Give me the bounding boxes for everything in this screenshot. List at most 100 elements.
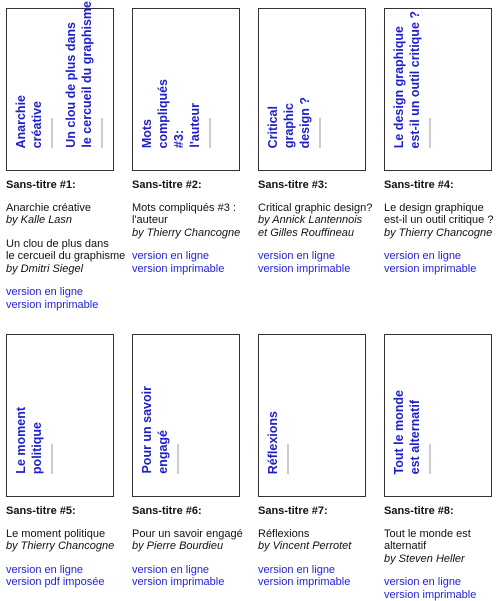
work-author: by Pierre Bourdieu bbox=[132, 540, 256, 553]
version-link[interactable]: version en ligne bbox=[384, 576, 500, 589]
work-author: by Thierry Chancogne bbox=[132, 227, 256, 240]
work-author: by Vincent Perrotet bbox=[258, 540, 382, 553]
cover-title-line: le cercueil du graphisme bbox=[81, 1, 94, 148]
book-label: Sans-titre #8: bbox=[384, 505, 500, 518]
cover-title-line: graphic bbox=[283, 103, 296, 148]
version-link[interactable]: version imprimable bbox=[132, 576, 256, 589]
version-link[interactable]: version en ligne bbox=[132, 250, 256, 263]
work-title: Critical graphic design? bbox=[258, 202, 382, 215]
work-title: le cercueil du graphisme bbox=[6, 250, 130, 263]
cover-title-line: design ? bbox=[299, 97, 312, 148]
version-link[interactable]: version imprimable bbox=[258, 576, 382, 589]
cover-small-text bbox=[429, 118, 431, 148]
work-title: Anarchie créative bbox=[6, 202, 130, 215]
work-title: Un clou de plus dans bbox=[6, 238, 130, 251]
version-link[interactable]: version en ligne bbox=[132, 564, 256, 577]
cover-title-line: #3: bbox=[173, 130, 186, 148]
work-title: Tout le monde est alternatif bbox=[384, 528, 500, 553]
work-author: by Steven Heller bbox=[384, 553, 500, 566]
version-link[interactable]: version en ligne bbox=[258, 250, 382, 263]
version-link[interactable]: version imprimable bbox=[6, 299, 130, 312]
book-label: Sans-titre #3: bbox=[258, 179, 382, 192]
work-author: by Thierry Chancogne bbox=[6, 540, 130, 553]
cover-title-line: Anarchie bbox=[15, 95, 28, 149]
cover-small-text bbox=[51, 118, 53, 148]
cover-title-group: Réflexions bbox=[267, 411, 289, 474]
cover-title-line: engagé bbox=[157, 430, 170, 474]
version-link[interactable]: version pdf imposée bbox=[6, 576, 130, 589]
cover-small-text bbox=[51, 444, 53, 474]
book-label: Sans-titre #6: bbox=[132, 505, 256, 518]
version-link[interactable]: version en ligne bbox=[6, 564, 130, 577]
book-text: Sans-titre #8: Tout le monde est alternat… bbox=[384, 505, 500, 601]
version-link[interactable]: version en ligne bbox=[384, 250, 500, 263]
work-title: Le moment politique bbox=[6, 528, 130, 541]
cover-small-text bbox=[209, 118, 211, 148]
book-label: Sans-titre #4: bbox=[384, 179, 500, 192]
version-link[interactable]: version imprimable bbox=[258, 263, 382, 276]
cover-title-line: Critical bbox=[267, 106, 280, 148]
work-title: Réflexions bbox=[258, 528, 382, 541]
version-link[interactable]: version imprimable bbox=[384, 589, 500, 601]
work-title: Pour un savoir engagé bbox=[132, 528, 256, 541]
work-author: by Kalle Lasn bbox=[6, 214, 130, 227]
cover-title-line: Pour un savoir bbox=[141, 386, 154, 474]
work-author: by Thierry Chancogne bbox=[384, 227, 500, 240]
work-title: est-il un outil critique ? bbox=[384, 214, 500, 227]
version-link[interactable]: version imprimable bbox=[384, 263, 500, 276]
version-link[interactable]: version en ligne bbox=[6, 286, 130, 299]
work-author: by Annick Lantennois bbox=[258, 214, 382, 227]
book-cover: Réflexions bbox=[258, 334, 366, 497]
cover-small-text bbox=[177, 444, 179, 474]
cover-title-line: Le moment bbox=[15, 407, 28, 474]
cover-title-line: Réflexions bbox=[267, 411, 280, 474]
cover-small-text bbox=[319, 118, 321, 148]
cover-small-text bbox=[101, 118, 103, 148]
version-link[interactable]: version en ligne bbox=[258, 564, 382, 577]
work-title: l'auteur bbox=[132, 214, 256, 227]
book-label: Sans-titre #2: bbox=[132, 179, 256, 192]
work: Critical graphic design?by Annick Lanten… bbox=[258, 202, 382, 240]
cover-title-line: Le design graphique bbox=[393, 26, 406, 148]
book-text: Sans-titre #2: Mots compliqués #3 :l'aute… bbox=[132, 179, 256, 275]
book-label: Sans-titre #7: bbox=[258, 505, 382, 518]
cover-titles: Réflexions bbox=[267, 411, 289, 474]
cover-title-line: est-il un outil critique ? bbox=[409, 11, 422, 149]
version-link[interactable]: version imprimable bbox=[132, 263, 256, 276]
